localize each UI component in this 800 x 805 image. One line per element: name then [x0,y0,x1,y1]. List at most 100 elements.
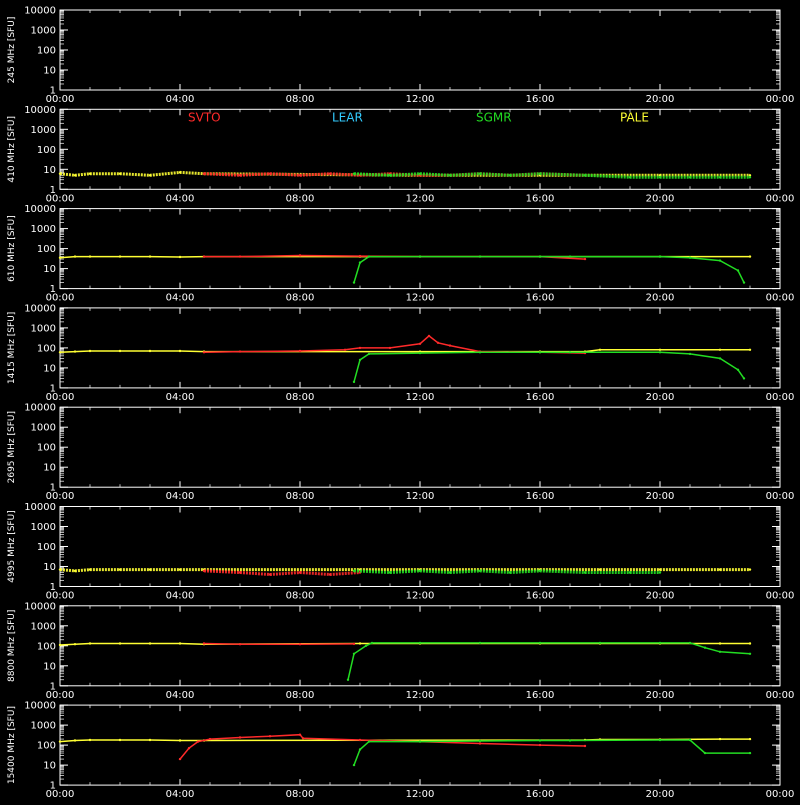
series-2-point [418,569,422,573]
series-2-point [478,641,482,645]
series-0-point [73,255,77,258]
series-2-point [718,259,722,262]
series-2-point [388,174,392,177]
y-tick-label: 10000 [24,502,56,513]
series-0-point [118,349,122,353]
y-tick-label: 100 [37,46,56,57]
series-0-point [118,172,122,175]
x-tick-label: 20:00 [646,690,675,701]
y-tick-label: 1000 [31,26,56,37]
x-tick-label: 00:00 [766,591,795,602]
series-0-point [73,350,77,353]
x-tick-label: 12:00 [406,293,435,304]
plot-frame [59,506,781,587]
y-tick-label: 10 [43,661,56,672]
series-2-line [353,255,745,283]
legend-pale: PALE [620,110,649,124]
series-0-point [73,739,77,742]
series-1-point [343,348,347,351]
series-2-point [688,641,692,645]
x-tick-label: 04:00 [166,491,195,502]
x-tick-label: 04:00 [166,392,195,403]
series-0-point [718,642,722,645]
series-2-point [718,176,722,179]
series-1-point [187,747,191,750]
plot-frame [59,406,781,488]
y-axis-label: 2695 MHz [SFU] [7,411,17,483]
series-1-point [268,735,272,738]
series-0-point [88,172,92,175]
series-1-point [436,341,440,344]
series-1-point [478,742,482,745]
series-2-point [358,261,362,264]
series-1-point [238,643,242,646]
x-tick-label: 20:00 [646,293,675,304]
series-0-point [88,349,92,353]
x-tick-label: 04:00 [166,591,195,602]
series-2-point [478,255,482,258]
series-1-point [298,733,302,736]
series-2-point [583,571,587,574]
y-tick-label: 10 [43,562,56,573]
x-tick-label: 16:00 [526,789,555,800]
x-tick-label: 12:00 [406,690,435,701]
x-tick-label: 00:00 [46,789,75,800]
series-2-point [388,571,392,574]
series-1-point [358,254,362,258]
x-tick-label: 04:00 [166,789,195,800]
x-tick-label: 00:00 [766,789,795,800]
series-0-point [178,739,182,742]
y-tick-label: 10 [43,165,56,176]
x-tick-label: 12:00 [406,193,435,204]
series-0-point [178,642,182,645]
series-1-point [328,573,332,576]
series-2-point [688,352,692,356]
series-2-line [347,642,751,680]
series-2-point [418,172,422,175]
y-tick-label: 100 [37,343,56,354]
series-0-point [118,255,122,258]
x-tick-label: 16:00 [526,491,555,502]
x-tick-label: 00:00 [46,392,75,403]
series-2-point [688,256,692,259]
series-0-line [59,568,750,573]
series-2-point [568,351,572,354]
y-tick-label: 100 [37,741,56,752]
panel-3: 10000 1000 100 10 1 1415 MHz [SFU] 00:00 04:00 0… [7,303,794,403]
series-0-point [658,348,662,351]
series-2-point [418,740,422,743]
y-tick-label: 10 [43,761,56,772]
x-tick-label: 00:00 [46,591,75,602]
series-1-point [196,740,200,743]
series-2-point [568,255,572,258]
series-2-point [658,738,662,742]
series-2-point [478,739,482,743]
plot-frame [59,605,781,687]
x-tick-label: 16:00 [526,690,555,701]
series-1-point [298,643,302,646]
series-0-point [148,255,152,258]
y-tick-label: 1 [50,582,56,593]
x-tick-label: 04:00 [166,193,195,204]
y-tick-label: 1000 [31,721,56,732]
x-tick-label: 00:00 [766,392,795,403]
series-1-point [178,757,182,761]
y-tick-label: 1 [50,284,56,295]
series-0-point [178,255,182,259]
series-0-point [148,642,152,645]
series-2-point [367,740,371,743]
x-tick-label: 12:00 [406,491,435,502]
series-0-line [59,642,750,646]
y-tick-label: 100 [37,641,56,652]
series-1-point [298,174,302,177]
series-1-point [388,346,392,350]
series-1-point [238,571,242,574]
y-axis-label: 410 MHz [SFU] [7,116,17,183]
x-tick-label: 08:00 [286,591,315,602]
series-1-point [268,573,272,576]
series-2-point [748,751,752,755]
series-0-point [178,568,182,571]
series-1-point [298,571,302,574]
series-2-point [478,172,482,175]
